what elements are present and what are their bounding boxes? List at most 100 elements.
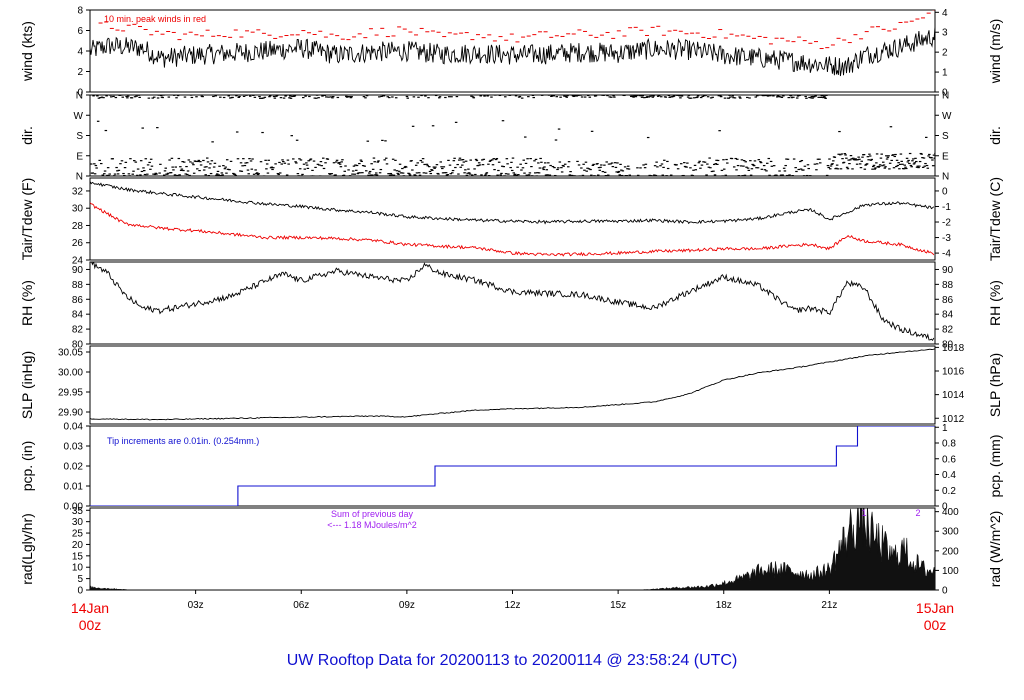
rad-tick-right: 200: [942, 546, 959, 557]
temp-series-Tdew: [90, 202, 935, 257]
slp-tick-left: 30.05: [58, 348, 83, 359]
dir-ylabel-right: dir.: [987, 126, 1003, 145]
pcp-series-line: [90, 426, 935, 506]
footer-title: UW Rooftop Data for 20200113 to 20200114…: [287, 652, 738, 669]
x-start-date: 14Jan: [71, 600, 109, 616]
dir-marks: [90, 95, 935, 176]
rad-tick-left: 25: [72, 529, 84, 540]
rad-area: [90, 508, 935, 590]
dir-tick-right: W: [942, 111, 952, 122]
wind-ylabel-left: wind (kts): [19, 21, 35, 82]
rad-plot: [90, 508, 935, 590]
rh-tick-right: 82: [942, 325, 954, 336]
dir-tick-right: N: [942, 91, 949, 102]
slp-tick-right: 1016: [942, 367, 965, 378]
rad-tick-left: 20: [72, 540, 84, 551]
rad-tick-left: 0: [77, 586, 83, 597]
rh-tick-left: 80: [72, 340, 84, 351]
temp-tick-right: -1: [942, 202, 951, 213]
rh-tick-right: 86: [942, 295, 954, 306]
slp-tick-right: 1018: [942, 343, 965, 354]
rad-tick-left: 5: [77, 574, 83, 585]
slp-tick-left: 29.95: [58, 388, 83, 399]
pcp-tick-right: 0.8: [942, 439, 956, 450]
x-tick-label: 15z: [610, 600, 626, 611]
pcp-tick-left: 0.02: [64, 462, 84, 473]
rad-tick-right: 0: [942, 586, 948, 597]
pcp-tick-left: 0.01: [64, 482, 84, 493]
rh-tick-left: 82: [72, 325, 84, 336]
wind-tick-right: 2: [942, 48, 948, 59]
rh-tick-left: 90: [72, 265, 84, 276]
rad-tick-left: 30: [72, 517, 84, 528]
wind-tick-left: 0: [77, 88, 83, 99]
rh-plot: [90, 262, 935, 342]
temp-tick-left: 28: [72, 221, 84, 232]
rh-tick-right: 88: [942, 280, 954, 291]
wind-tick-right: 0: [942, 88, 948, 99]
x-end-date: 15Jan: [916, 600, 954, 616]
wind-series-line: [90, 26, 935, 77]
rh-ylabel-right: RH (%): [987, 280, 1003, 326]
rh-tick-right: 80: [942, 340, 954, 351]
x-tick-label: 12z: [504, 600, 520, 611]
dir-tick-left: N: [76, 172, 83, 183]
pcp-tick-right: 0.6: [942, 454, 956, 465]
dir-ylabel-left: dir.: [19, 126, 35, 145]
x-end-hour: 00z: [924, 617, 947, 633]
temp-frame: [89, 177, 936, 261]
wind-tick-left: 4: [77, 47, 83, 58]
temp-tick-right: 0: [942, 186, 948, 197]
rad-annotation-1: Sum of previous day: [331, 509, 414, 519]
rh-tick-left: 84: [72, 310, 84, 321]
rad-tick-right: 300: [942, 527, 959, 538]
temp-tick-left: 32: [72, 186, 84, 197]
x-tick-label: 18z: [716, 600, 732, 611]
slp-plot: [90, 348, 935, 421]
slp-tick-right: 1014: [942, 390, 965, 401]
dir-tick-right: E: [942, 151, 949, 162]
rh-tick-right: 84: [942, 310, 954, 321]
slp-series-line: [90, 348, 935, 421]
x-tick-label: 09z: [399, 600, 415, 611]
x-start-hour: 00z: [79, 617, 102, 633]
panel-pcp: pcp. (in) pcp. (mm) 0.00 0.01 0.02 0.03 0.04 0 0…: [19, 422, 1003, 513]
panel-rad: rad(Lgly/hr) rad (W/m^2)05101520253035010…: [19, 506, 1003, 597]
rad-ylabel-right: rad (W/m^2): [987, 511, 1003, 588]
pcp-tick-left: 0.04: [64, 422, 84, 433]
rh-tick-right: 90: [942, 265, 954, 276]
pcp-tick-left: 0.00: [64, 502, 84, 513]
slp-ylabel-left: SLP (inHg): [19, 351, 35, 419]
dir-plot: [90, 95, 935, 176]
rad-marker-1: 1: [861, 508, 866, 518]
wind-tick-left: 8: [77, 6, 83, 17]
dir-tick-left: S: [76, 131, 83, 142]
panel-rh: RH (%) RH (%) 80 82 84 86 88 90 80 82 84 86 88 90: [19, 261, 1003, 351]
temp-tick-left: 26: [72, 238, 84, 249]
wind-annotation: 10 min. peak winds in red: [104, 14, 206, 24]
x-tick-label: 06z: [293, 600, 309, 611]
panel-slp: SLP (inHg) SLP (hPa) 29.90 29.95 30.00 30.05 1…: [19, 343, 1003, 425]
pcp-ylabel-left: pcp. (in): [19, 441, 35, 492]
rad-tick-right: 100: [942, 566, 959, 577]
rh-tick-left: 86: [72, 295, 84, 306]
wind-plot: [90, 10, 935, 77]
pcp-tick-left: 0.03: [64, 442, 84, 453]
rh-frame: [89, 261, 936, 345]
wind-tick-left: 2: [77, 67, 83, 78]
pcp-ylabel-right: pcp. (mm): [987, 435, 1003, 498]
temp-plot: [90, 181, 935, 257]
panel-wind: wind (kts) wind (m/s) 0 2 4 6 8 0 1 2 3 4 10 min. pe…: [19, 6, 1003, 99]
x-tick-label: 21z: [821, 600, 837, 611]
pcp-tick-right: 0.4: [942, 470, 956, 481]
wind-tick-left: 6: [77, 26, 83, 37]
rad-ylabel-left: rad(Lgly/hr): [19, 513, 35, 585]
temp-series-Tair: [90, 181, 935, 225]
wind-ylabel-right: wind (m/s): [987, 19, 1003, 85]
pcp-tick-right: 1: [942, 423, 948, 434]
temp-tick-right: -4: [942, 249, 951, 260]
dir-tick-left: W: [74, 111, 84, 122]
wind-tick-right: 3: [942, 28, 948, 39]
slp-ylabel-right: SLP (hPa): [987, 353, 1003, 417]
